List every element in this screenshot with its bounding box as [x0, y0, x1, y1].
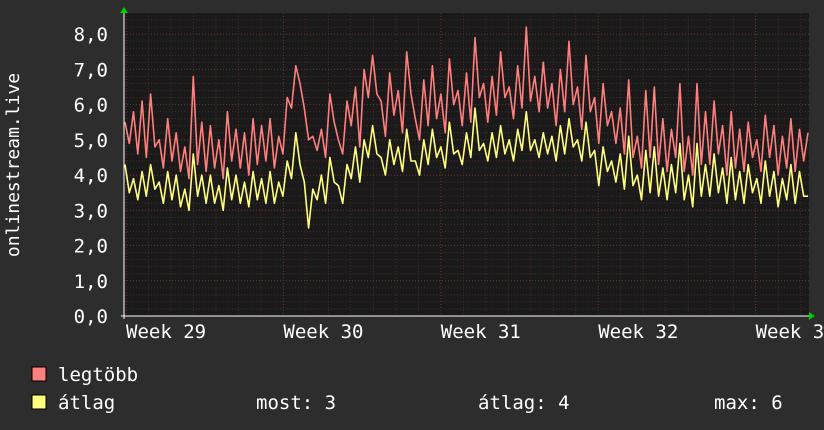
grid-lines [124, 13, 809, 317]
y-axis-label: onlinestream.live [3, 73, 24, 257]
y-tick-label: 5,0 [74, 130, 108, 152]
y-tick-label: 7,0 [74, 59, 108, 81]
legend: legtöbb átlag most: 3 átlag: 4 max: 6 [31, 364, 783, 414]
stat-max: max: 6 [714, 392, 783, 414]
y-tick-label: 4,0 [74, 165, 108, 187]
x-axis-arrow-icon [809, 312, 815, 320]
legend-label-avg: átlag [58, 392, 115, 414]
legend-swatch-max [31, 366, 47, 382]
y-tick-label: 8,0 [74, 24, 108, 46]
y-tick-labels: 0,0 1,0 2,0 3,0 4,0 5,0 6,0 7,0 8,0 [74, 24, 108, 328]
x-tick-label: Week 32 [598, 321, 678, 343]
x-tick-label: Week 29 [126, 321, 206, 343]
y-tick-label: 3,0 [74, 200, 108, 222]
legend-swatch-avg [31, 394, 47, 410]
stat-current: most: 3 [256, 392, 336, 414]
x-tick-label: Week 3 [756, 321, 824, 343]
legend-label-max: legtöbb [58, 364, 138, 386]
series-line-avg [124, 107, 808, 229]
series-line-max [124, 26, 809, 180]
y-tick-label: 1,0 [74, 271, 108, 293]
x-tick-label: Week 30 [283, 321, 363, 343]
y-tick-label: 2,0 [74, 236, 108, 258]
x-tick-labels: Week 29 Week 30 Week 31 Week 32 Week 3 [126, 321, 824, 343]
stat-average: átlag: 4 [478, 392, 570, 414]
axes [120, 7, 815, 320]
x-tick-label: Week 31 [441, 321, 521, 343]
y-tick-label: 6,0 [74, 95, 108, 117]
series-layer [124, 26, 809, 229]
y-tick-label: 0,0 [74, 306, 108, 328]
y-axis-arrow-icon [120, 7, 128, 13]
